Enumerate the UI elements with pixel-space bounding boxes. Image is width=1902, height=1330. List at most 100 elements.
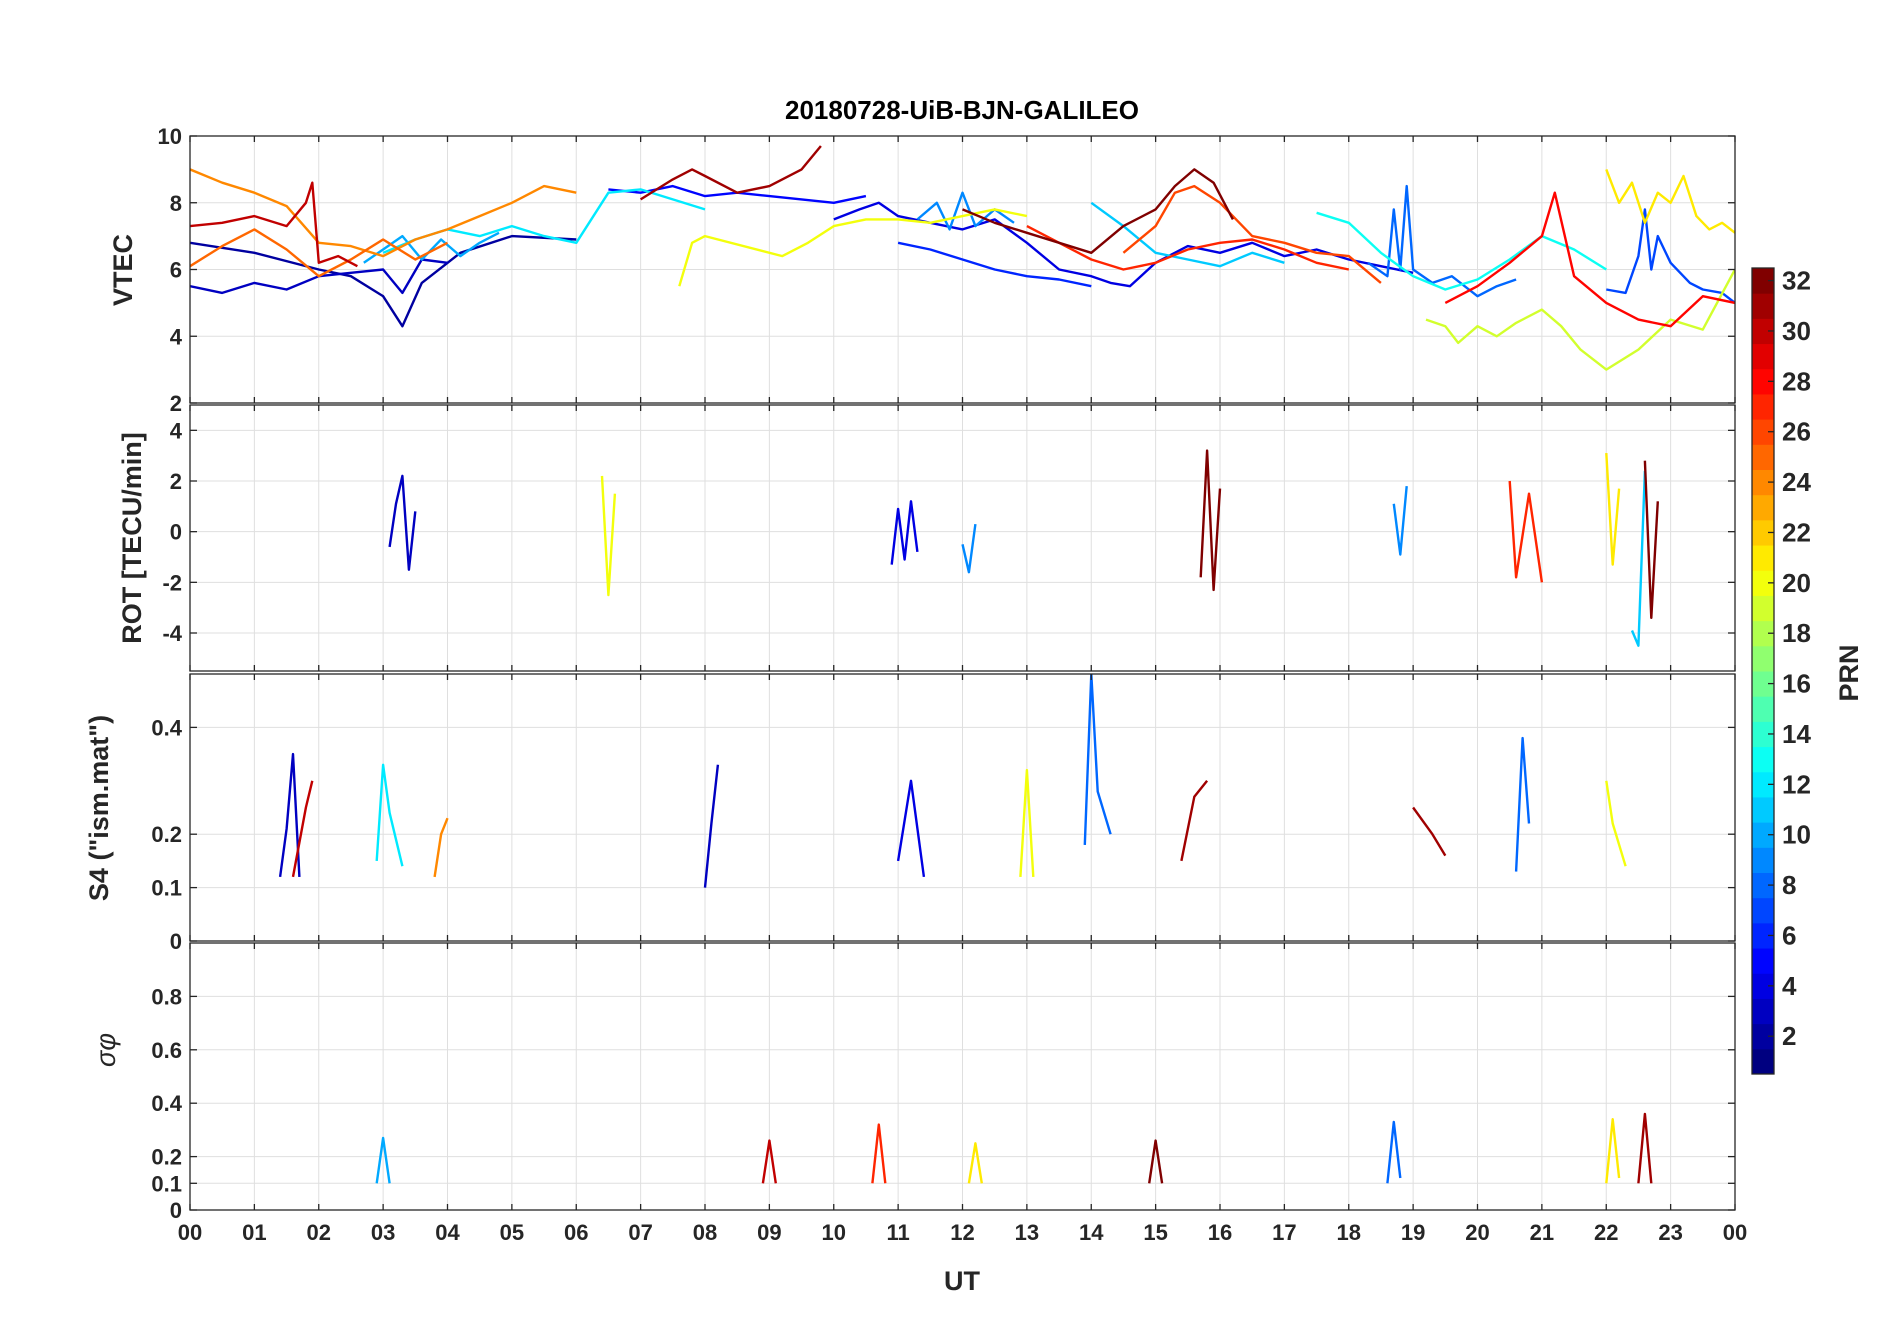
x-tick-label: 06	[564, 1220, 588, 1245]
x-tick-label: 16	[1208, 1220, 1232, 1245]
vtec-ytick-label: 10	[158, 124, 182, 149]
s4-ylabel: S4 ("ism.mat")	[84, 715, 114, 901]
vtec-panel: 2 4 6 8 10 VTEC	[108, 124, 1736, 416]
colorbar-band	[1752, 368, 1774, 395]
colorbar-tick-label: 12	[1782, 769, 1811, 799]
sigma_phi-series-prn-8	[1386, 1120, 1402, 1184]
colorbar-tick-label: 4	[1782, 971, 1797, 1001]
s4-series-prn-12	[375, 763, 404, 867]
sigma_phi-series-prn-21	[967, 1142, 983, 1184]
colorbar-band	[1752, 620, 1774, 647]
colorbar-band	[1752, 847, 1774, 873]
colorbar-label: PRN	[1834, 644, 1864, 701]
rot-ytick-label: -2	[162, 570, 182, 595]
sigma_phi-series-prn-31	[1637, 1112, 1653, 1184]
x-axis-ticks: 00 01 02 03 04 05 06 07 08 09 10 11 12 13 14 15 16 17 18 19…	[178, 1220, 1747, 1245]
vtec-series-prn-4	[833, 201, 1414, 288]
s4-series-prn-20	[1019, 768, 1035, 877]
vtec-series-prn-8	[1367, 184, 1517, 298]
vtec-series-prn-19	[1425, 268, 1735, 371]
rot-series-prn-27	[1508, 480, 1544, 583]
s4-series-prn-31	[1412, 806, 1447, 857]
s4-series-prn-24	[433, 817, 449, 878]
colorbar-band	[1752, 796, 1774, 823]
x-tick-label: 22	[1594, 1220, 1618, 1245]
x-tick-label: 02	[307, 1220, 331, 1245]
colorbar-band	[1752, 998, 1774, 1025]
sigma_phi-ytick-label: 0.1	[151, 1171, 182, 1196]
colorbar-band	[1752, 494, 1774, 521]
colorbar-band	[1752, 696, 1774, 722]
x-tick-label: 08	[693, 1220, 717, 1245]
colorbar-band	[1752, 973, 1774, 999]
colorbar-tick-label: 28	[1782, 366, 1811, 396]
rot-ytick-label: 0	[170, 520, 182, 545]
colorbar-band	[1752, 645, 1774, 672]
s4-series-prn-3	[703, 764, 720, 888]
colorbar-band	[1752, 318, 1774, 345]
x-tick-label: 03	[371, 1220, 395, 1245]
rot-series-prn-4	[890, 500, 919, 565]
colorbar-band	[1752, 393, 1774, 420]
sigma_phi-series-prn-27	[871, 1123, 887, 1184]
s4-ytick-label: 0	[170, 929, 182, 954]
s4-ytick-label: 0.4	[151, 715, 182, 740]
colorbar-tick-label: 14	[1782, 719, 1811, 749]
x-tick-label: 19	[1401, 1220, 1425, 1245]
x-tick-label: 05	[500, 1220, 524, 1245]
sigma-phi-ylabel: σφ	[91, 1033, 121, 1067]
x-tick-label: 18	[1337, 1220, 1361, 1245]
s4-series-prn-4	[896, 779, 926, 878]
colorbar-tick-label: 30	[1782, 316, 1811, 346]
colorbar-band	[1752, 469, 1774, 496]
colorbar-tick-label: 16	[1782, 669, 1811, 699]
colorbar-band	[1752, 746, 1774, 773]
vtec-ytick-label: 6	[170, 258, 182, 283]
x-tick-label: 00	[178, 1220, 202, 1245]
vtec-series-prn-3	[190, 258, 448, 295]
s4-ytick-label: 0.2	[151, 822, 182, 847]
colorbar-box	[1751, 267, 1775, 1075]
x-tick-label: 10	[822, 1220, 846, 1245]
s4-ytick-label: 0.1	[151, 876, 182, 901]
sigma_phi-ytick-label: 0.4	[151, 1091, 182, 1116]
colorbar-band	[1752, 721, 1774, 748]
colorbar-tick-label: 26	[1782, 417, 1811, 447]
colorbar-tick-label: 10	[1782, 820, 1811, 850]
colorbar-band	[1752, 948, 1774, 974]
s4-series-prn-8	[1083, 674, 1112, 845]
colorbar-band	[1752, 897, 1774, 924]
vtec-ytick-label: 2	[170, 391, 182, 416]
x-tick-label: 14	[1079, 1220, 1104, 1245]
rot-series-prn-32	[1199, 449, 1222, 592]
sigma_phi-ytick-label: 0	[170, 1198, 182, 1223]
x-tick-label: 00	[1723, 1220, 1747, 1245]
s4-series-prn-20	[1605, 780, 1627, 867]
vtec-ylabel: VTEC	[108, 234, 138, 306]
rot-series-prn-32	[1643, 460, 1659, 619]
vtec-series-prn-28	[1444, 191, 1735, 328]
colorbar-band	[1752, 570, 1774, 596]
rot-series-prn-21	[1605, 453, 1621, 566]
vtec-series-prn-27	[1026, 225, 1350, 271]
vtec-series-prn-25	[190, 228, 449, 278]
vtec-series-prn-7	[1606, 208, 1735, 304]
colorbar-band	[1752, 545, 1774, 571]
x-tick-label: 23	[1658, 1220, 1682, 1245]
vtec-series-prn-2	[190, 234, 577, 328]
vtec-series-prn-6	[897, 241, 1092, 288]
vtec-series-prn-21	[1605, 168, 1735, 234]
vtec-series-prn-20	[678, 208, 1028, 287]
vtec-series-prn-31	[639, 145, 822, 201]
x-tick-label: 09	[757, 1220, 781, 1245]
sigma_phi-ytick-label: 0.8	[151, 984, 182, 1009]
rot-series-prn-20	[600, 475, 617, 597]
rot-ylabel: ROT [TECU/min]	[117, 432, 147, 643]
colorbar-tick-label: 18	[1782, 618, 1811, 648]
sigma_phi-series-prn-10	[375, 1136, 391, 1184]
x-tick-label: 12	[950, 1220, 974, 1245]
vtec-series-prn-13	[1316, 211, 1607, 291]
rot-series-prn-9	[961, 523, 977, 574]
rot-ytick-label: 4	[170, 418, 183, 443]
